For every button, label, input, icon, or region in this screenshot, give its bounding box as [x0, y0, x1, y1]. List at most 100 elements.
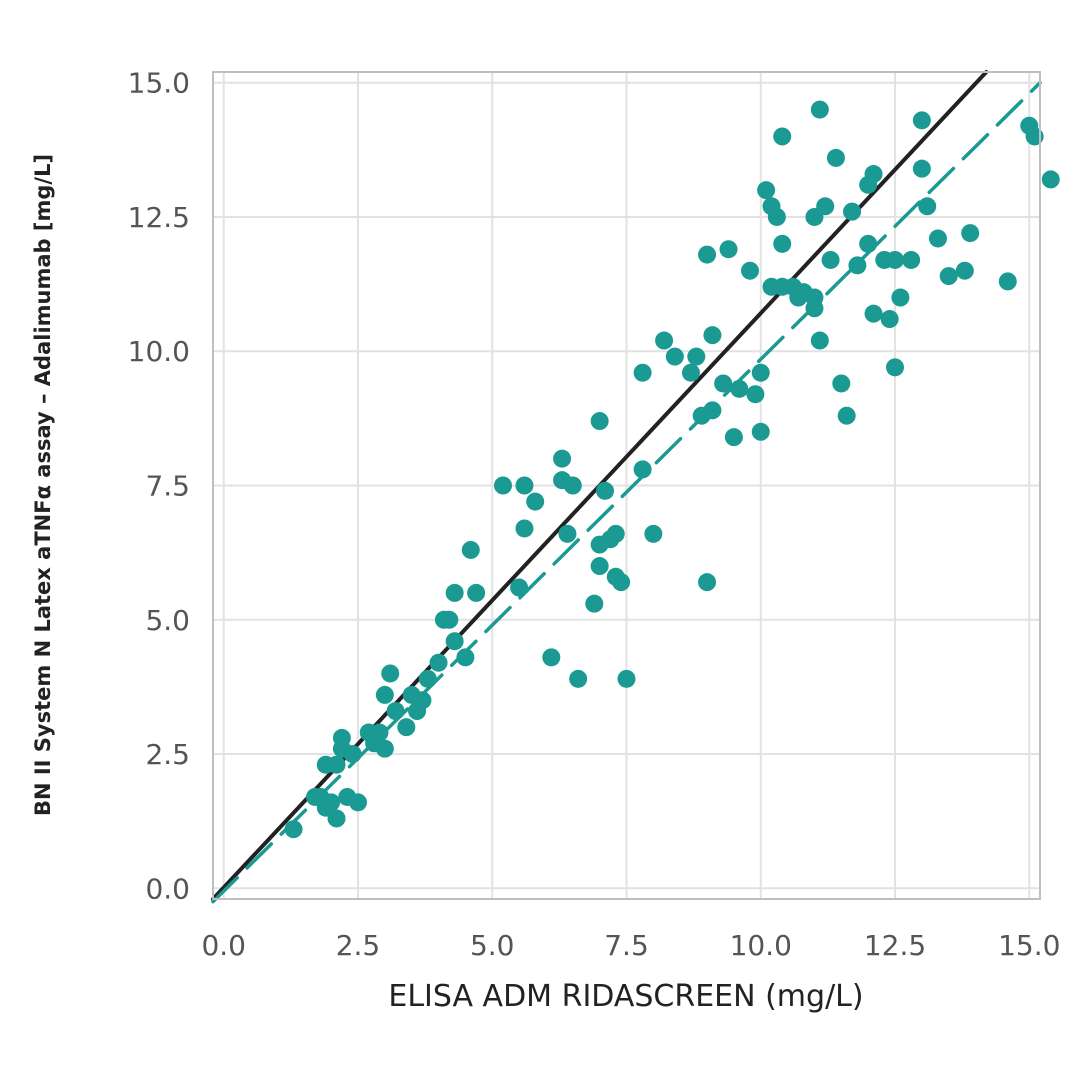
y-tick-label: 2.5	[145, 738, 190, 771]
data-point	[751, 422, 770, 441]
x-tick-label: 5.0	[470, 929, 515, 962]
data-point	[810, 100, 829, 119]
y-tick-label: 12.5	[128, 201, 190, 234]
data-point	[832, 374, 851, 393]
data-point	[596, 481, 615, 500]
data-point	[724, 428, 743, 447]
data-point	[698, 573, 717, 592]
data-point	[961, 224, 980, 243]
plot-frame	[212, 71, 1041, 900]
data-point	[397, 718, 416, 737]
data-point	[348, 793, 367, 812]
data-point	[746, 385, 765, 404]
data-point	[429, 653, 448, 672]
x-axis-ticks: 0.0 2.5 5.0 7.5 10.0 12.5 15.0	[201, 929, 1060, 962]
data-point	[939, 267, 958, 286]
data-point	[612, 573, 631, 592]
data-point	[515, 519, 534, 538]
data-point	[714, 374, 733, 393]
data-point	[418, 669, 437, 688]
data-point	[381, 664, 400, 683]
data-point	[998, 272, 1017, 291]
data-point	[633, 363, 652, 382]
data-point	[880, 310, 899, 329]
data-point	[467, 583, 486, 602]
data-point	[837, 406, 856, 425]
data-point	[687, 347, 706, 366]
data-point	[665, 347, 684, 366]
x-tick-label: 15.0	[998, 929, 1060, 962]
data-point	[751, 363, 770, 382]
data-point	[445, 583, 464, 602]
data-point	[461, 540, 480, 559]
y-tick-label: 7.5	[145, 470, 190, 503]
data-point	[703, 401, 722, 420]
x-axis-label: ELISA ADM RIDASCREEN (mg/L)	[388, 979, 863, 1014]
data-point	[681, 363, 700, 382]
data-point	[773, 127, 792, 146]
data-point	[698, 245, 717, 264]
data-point	[375, 739, 394, 758]
data-point	[553, 449, 572, 468]
data-point	[375, 685, 394, 704]
data-point	[655, 331, 674, 350]
data-point	[730, 379, 749, 398]
data-point	[848, 256, 867, 275]
data-point	[322, 793, 341, 812]
x-tick-label: 12.5	[864, 929, 926, 962]
data-point	[327, 809, 346, 828]
y-tick-label: 0.0	[145, 872, 190, 905]
y-tick-label: 10.0	[128, 335, 190, 368]
x-tick-label: 7.5	[604, 929, 649, 962]
data-point	[859, 234, 878, 253]
data-point	[767, 207, 786, 226]
data-point	[284, 820, 303, 839]
x-tick-label: 10.0	[730, 929, 792, 962]
data-point	[741, 261, 760, 280]
data-point	[386, 702, 405, 721]
data-point	[902, 250, 921, 269]
data-point	[493, 476, 512, 495]
data-point	[644, 524, 663, 543]
data-point	[343, 745, 362, 764]
data-point	[703, 326, 722, 345]
data-point	[585, 594, 604, 613]
y-tick-label: 15.0	[128, 67, 190, 100]
data-point	[864, 165, 883, 184]
data-point	[413, 691, 432, 710]
data-point	[891, 288, 910, 307]
data-point	[773, 234, 792, 253]
data-point	[864, 304, 883, 323]
data-point	[563, 476, 582, 495]
data-point	[569, 669, 588, 688]
data-point	[826, 148, 845, 167]
x-tick-label: 2.5	[336, 929, 381, 962]
x-tick-label: 0.0	[201, 929, 246, 962]
data-point	[526, 492, 545, 511]
data-point	[912, 159, 931, 178]
data-point	[558, 524, 577, 543]
data-point	[719, 240, 738, 259]
data-point	[542, 648, 561, 667]
data-point	[928, 229, 947, 248]
y-axis-ticks: 0.0 2.5 5.0 7.5 10.0 12.5 15.0	[128, 67, 190, 906]
data-point	[805, 299, 824, 318]
data-point	[456, 648, 475, 667]
data-point	[918, 197, 937, 216]
data-point	[843, 202, 862, 221]
data-point	[590, 412, 609, 431]
data-point	[886, 250, 905, 269]
data-point	[332, 728, 351, 747]
data-point	[912, 111, 931, 130]
data-point	[515, 476, 534, 495]
data-point	[757, 181, 776, 200]
y-axis-label: BN II System N Latex aTNFα assay – Adali…	[31, 154, 55, 816]
data-point	[821, 250, 840, 269]
y-tick-label: 5.0	[145, 604, 190, 637]
data-points	[284, 100, 1060, 839]
data-point	[633, 460, 652, 479]
data-point	[810, 331, 829, 350]
regression-line	[211, 80, 1042, 904]
data-point	[445, 632, 464, 651]
